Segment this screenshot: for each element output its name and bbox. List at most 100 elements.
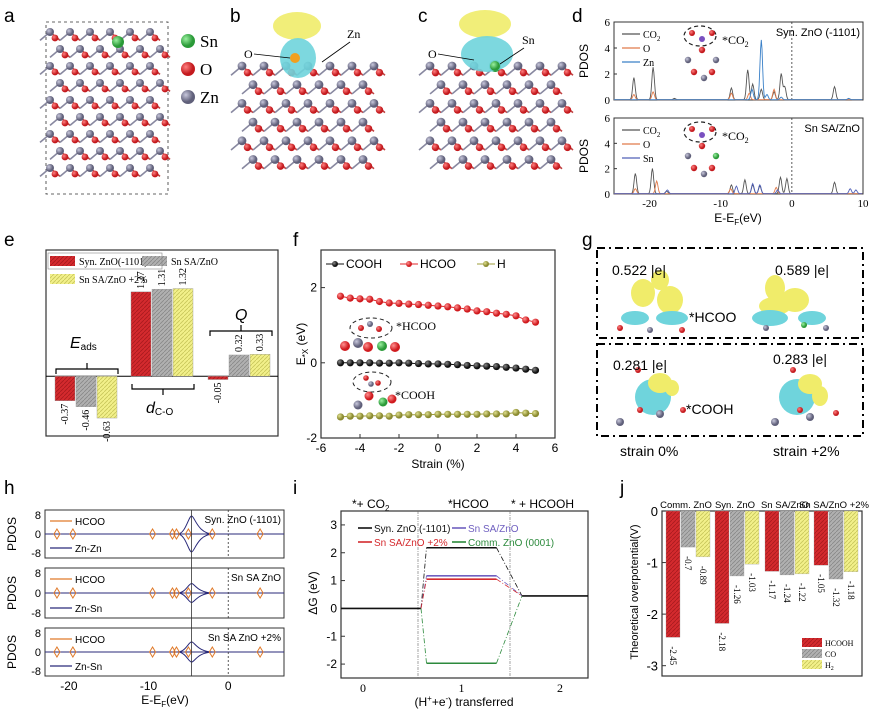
data-point-cooh — [385, 359, 393, 367]
x-tick-label: 10 — [858, 198, 870, 210]
charge-hcoo-0: 0.522 |e| — [612, 262, 666, 278]
zn-atom — [347, 61, 357, 71]
zn-atom — [469, 99, 479, 108]
panel-e-bar-chart: -0.37 -0.46 -0.63 1.27 1.31 1.32 -0.05 0.32 0.33… — [45, 249, 279, 442]
o-atom — [508, 162, 517, 170]
legend-label: Sn — [643, 154, 654, 165]
o-atom — [121, 119, 129, 127]
hcoo-pdos-peak — [69, 528, 77, 540]
zn-atom — [106, 164, 114, 172]
y-tick-label: 6 — [605, 17, 611, 29]
legend-swatch — [802, 660, 822, 669]
zn-atom — [248, 80, 258, 90]
bar-1-0 — [714, 510, 730, 624]
data-point-cooh — [522, 365, 530, 373]
sn-atom-icon — [181, 34, 195, 48]
o-site — [290, 53, 300, 63]
o-atom — [497, 143, 506, 152]
legend-swatch — [142, 256, 167, 266]
zn-atom — [480, 155, 490, 164]
y-tick-label: 6 — [605, 113, 611, 125]
zn-atom — [116, 79, 124, 87]
hcoo-pdos-peak — [69, 646, 77, 658]
x-tick-label: -2 — [394, 441, 405, 455]
zn-atom — [248, 155, 258, 164]
value-label: -2.45 — [668, 646, 678, 665]
panel-j-overpotential: 0 -1 -2 -3 Theoretical overpotential(V) Comm.… — [629, 500, 870, 677]
legend-label: H — [497, 257, 506, 271]
o-atom — [161, 153, 169, 161]
zn-atom — [136, 45, 144, 53]
x-tick-label: 1 — [459, 681, 465, 695]
data-point-hcoo — [366, 295, 374, 303]
legend-label: HCOOH — [825, 639, 854, 648]
zn-atom — [156, 79, 164, 87]
o-atom — [442, 124, 451, 133]
legend-label: HCOO — [75, 635, 105, 646]
bar-0-1 — [680, 510, 696, 548]
data-point-h — [375, 412, 384, 420]
y-tick-label: 0 — [35, 529, 41, 541]
atom — [700, 74, 708, 82]
zn-atom — [502, 80, 512, 90]
zn-atom — [237, 61, 247, 71]
y-axis-label: PDOS — [5, 635, 19, 669]
panel-h-pdos: 8 0 -8 PDOS HCOO Zn-Zn Syn. ZnO (-1101) 8 0 -8 PDO… — [5, 509, 285, 709]
x-tick-label: 4 — [513, 441, 520, 455]
data-point-cooh — [483, 362, 491, 370]
x-tick-label: 2 — [474, 441, 481, 455]
zn-atom — [303, 136, 313, 146]
y-axis-label: PDOS — [577, 44, 591, 78]
y-tick-label: 4 — [605, 138, 611, 150]
o-atom — [141, 85, 149, 93]
data-point-cooh — [463, 361, 471, 370]
zn-atom — [469, 136, 479, 146]
o-atom — [254, 124, 263, 133]
data-point-cooh — [395, 359, 403, 367]
hcoo-pdos-peak — [53, 646, 61, 658]
o-atom — [151, 170, 159, 178]
value-label: -1.03 — [747, 573, 757, 592]
zn-atom — [513, 136, 523, 146]
zn-atom — [425, 99, 435, 108]
data-point-hcoo — [405, 300, 413, 308]
o-atom — [61, 51, 69, 59]
x-tick-label: 6 — [552, 441, 559, 455]
y-axis-label: ΔG (eV) — [306, 571, 320, 614]
o-atom — [375, 68, 384, 77]
bar-2-0 — [207, 376, 229, 380]
legend-sub: 2 — [831, 666, 834, 672]
atom — [375, 380, 381, 386]
legend-swatch — [50, 274, 75, 284]
legend-label: HCOO — [75, 517, 105, 528]
o-atom — [61, 153, 69, 161]
o-atom — [81, 153, 89, 161]
zn-atom — [96, 147, 104, 155]
panel-label-h: h — [4, 478, 15, 499]
data-point-hcoo — [463, 305, 471, 313]
zn-atom — [458, 155, 468, 164]
group-label-eads: Eads — [70, 335, 97, 353]
hcoo-pdos-peak — [148, 528, 157, 540]
o-atom — [508, 87, 517, 96]
value-label: -0.89 — [698, 566, 708, 585]
legend-label: Zn-Sn — [75, 662, 102, 673]
connector-1 — [420, 575, 523, 609]
bar-2-2 — [249, 354, 271, 377]
o-atom — [91, 102, 99, 110]
panel-label-b: b — [230, 6, 241, 27]
hcoo-iso-left — [617, 270, 688, 333]
y-tick-label: -2 — [326, 657, 337, 671]
x-tick-label: 0 — [225, 679, 232, 693]
o-atom — [331, 143, 340, 152]
value-label: -1.18 — [846, 581, 856, 600]
zn-atom-icon — [181, 90, 195, 104]
x-label-unit: (eV) — [166, 693, 189, 707]
legend-label: HCOO — [75, 575, 105, 586]
zn-atom — [358, 80, 368, 90]
panel-labels: a b c d e f g h i j — [4, 6, 624, 499]
value-label: -1.24 — [782, 584, 792, 603]
data-point-cooh — [375, 359, 384, 367]
zn-atom — [46, 62, 54, 70]
data-point-h — [522, 409, 530, 417]
